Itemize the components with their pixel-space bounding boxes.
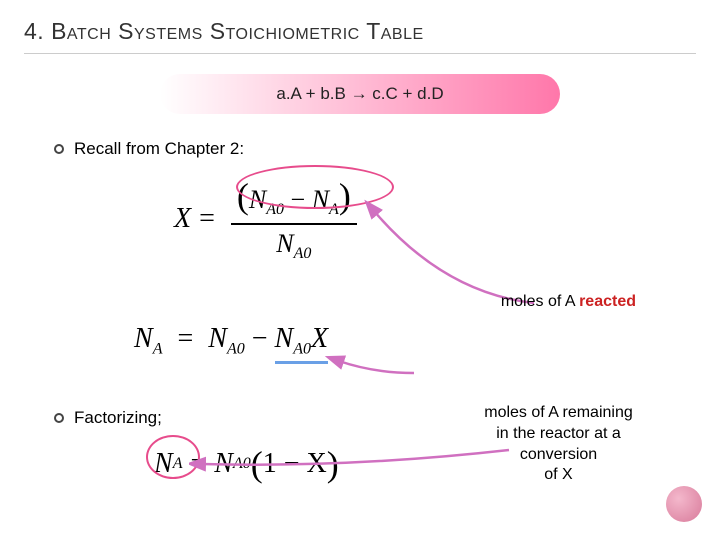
- equation-na: NA = NA0 − NA0X: [134, 323, 328, 364]
- reaction-equation: a.A + b.B → c.C + d.D: [160, 74, 560, 114]
- bullet-recall: Recall from Chapter 2:: [54, 139, 696, 159]
- bullet-icon: [54, 413, 64, 423]
- annotation-remaining: moles of A remaining in the reactor at a…: [461, 403, 656, 486]
- oval-numerator: [236, 165, 394, 209]
- annotation-reacted: moles of A reacted: [501, 293, 636, 311]
- bullet-text: Factorizing;: [74, 408, 162, 428]
- page-title: 4. Batch Systems Stoichiometric Table: [24, 18, 696, 45]
- bullet-icon: [54, 144, 64, 154]
- eq1-lhs: X: [174, 203, 191, 235]
- divider: [24, 53, 696, 54]
- arrow-underline: [324, 323, 444, 383]
- underline-term: NA0X: [275, 323, 329, 364]
- decorative-circle: [666, 486, 702, 522]
- oval-na: [146, 435, 200, 479]
- bullet-factorizing: Factorizing;: [54, 408, 162, 428]
- slide: 4. Batch Systems Stoichiometric Table a.…: [0, 0, 720, 540]
- bullet-text: Recall from Chapter 2:: [74, 139, 244, 159]
